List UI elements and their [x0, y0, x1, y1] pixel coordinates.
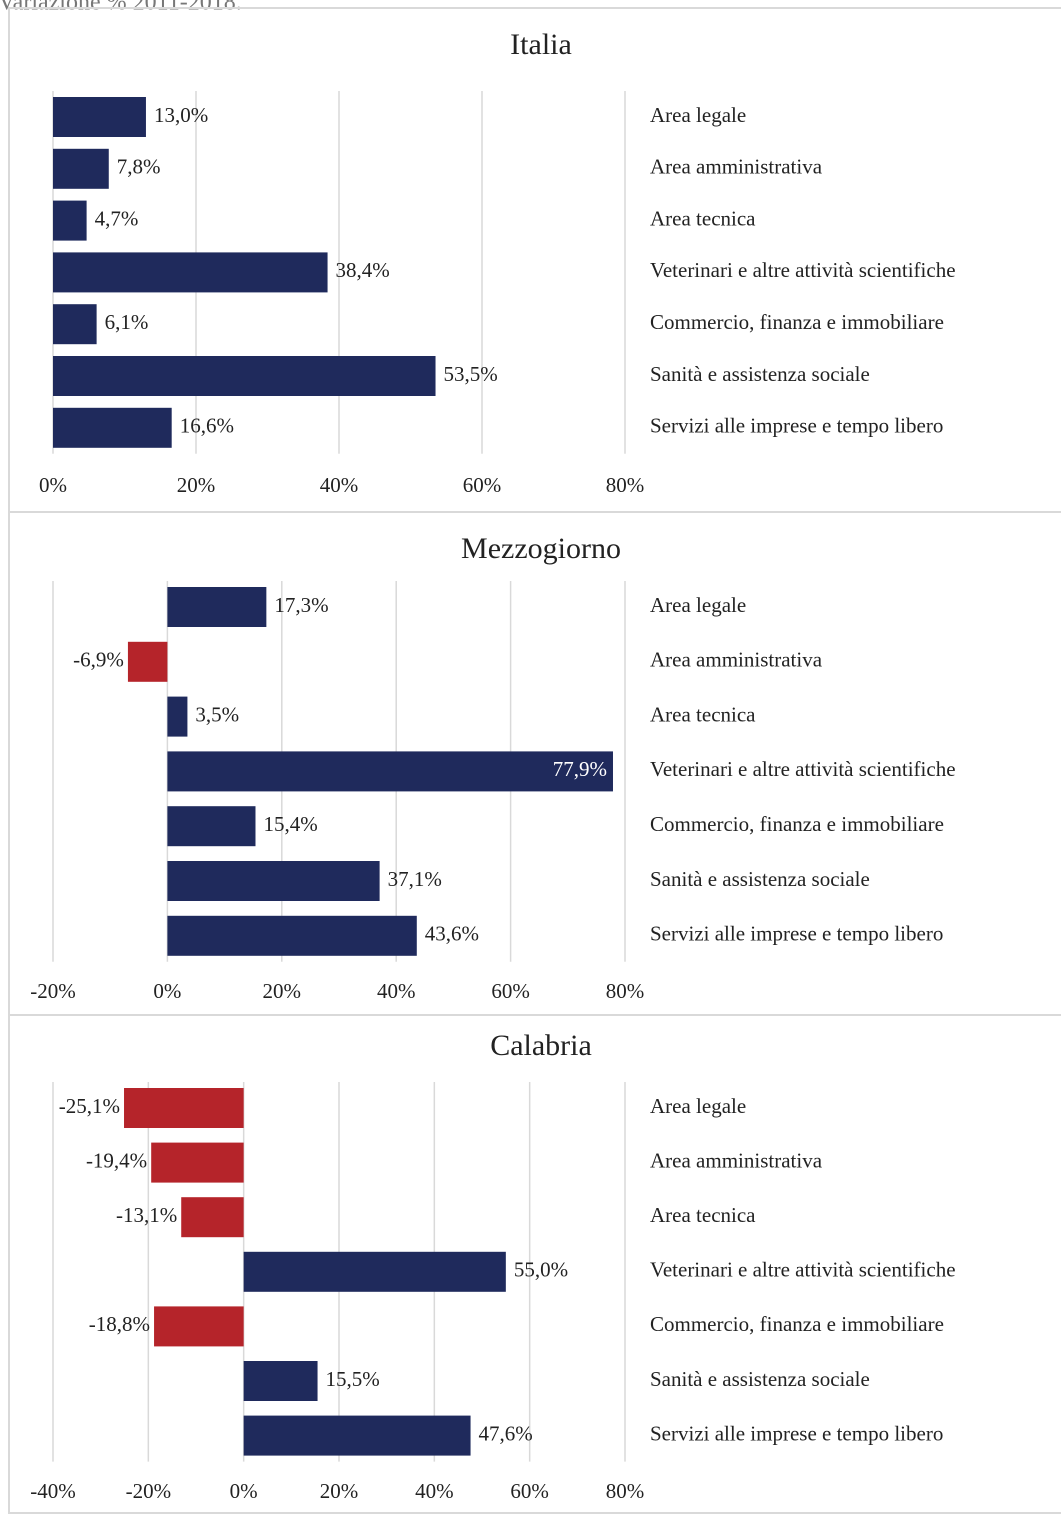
x-tick-label: 80% — [606, 473, 645, 497]
chart-title: Italia — [510, 28, 572, 61]
bar — [53, 304, 97, 345]
value-label: 6,1% — [105, 310, 149, 334]
category-label: Commercio, finanza e immobiliare — [650, 1312, 944, 1336]
x-tick-label: -40% — [30, 1479, 76, 1503]
x-tick-label: -20% — [30, 979, 76, 1003]
category-label: Area legale — [650, 1094, 746, 1118]
category-label: Servizi alle imprese e tempo libero — [650, 1421, 943, 1445]
bar — [167, 587, 267, 627]
bar — [167, 861, 380, 901]
category-label: Commercio, finanza e immobiliare — [650, 812, 944, 836]
category-label: Sanità e assistenza sociale — [650, 362, 870, 386]
x-tick-label: 40% — [415, 1479, 454, 1503]
category-label: Area tecnica — [650, 206, 756, 230]
bar — [127, 641, 168, 682]
x-tick-label: 20% — [320, 1479, 359, 1503]
x-tick-label: -20% — [126, 1479, 172, 1503]
bar — [53, 252, 328, 293]
bar — [167, 751, 613, 792]
panel-frame — [8, 1014, 1061, 1514]
category-label: Area amministrativa — [650, 1148, 823, 1172]
x-tick-label: 40% — [320, 473, 359, 497]
value-label: -13,1% — [116, 1203, 177, 1227]
bar — [243, 1251, 506, 1292]
value-label: 37,1% — [388, 867, 442, 891]
category-label: Area amministrativa — [650, 155, 823, 179]
value-label: 4,7% — [95, 206, 139, 230]
value-label: -6,9% — [73, 648, 124, 672]
chart-title: Calabria — [490, 1029, 592, 1062]
bar — [53, 407, 172, 448]
value-label: 13,0% — [154, 103, 208, 127]
x-tick-label: 20% — [263, 979, 302, 1003]
value-label: 16,6% — [180, 414, 234, 438]
x-tick-label: 60% — [491, 979, 530, 1003]
value-label: 55,0% — [514, 1258, 568, 1282]
x-tick-label: 20% — [177, 473, 216, 497]
bar — [167, 915, 417, 956]
x-tick-label: 80% — [606, 1479, 645, 1503]
category-label: Area amministrativa — [650, 648, 823, 672]
value-label: 47,6% — [479, 1421, 533, 1445]
value-label: 17,3% — [274, 593, 328, 617]
value-label: 53,5% — [444, 362, 498, 386]
value-label: 77,9% — [553, 757, 607, 781]
x-tick-label: 0% — [153, 979, 181, 1003]
value-label: -18,8% — [89, 1312, 150, 1336]
x-tick-label: 60% — [510, 1479, 549, 1503]
bar — [167, 696, 188, 737]
value-label: 15,5% — [326, 1367, 380, 1391]
category-label: Area legale — [650, 593, 746, 617]
bar — [181, 1197, 244, 1238]
category-label: Commercio, finanza e immobiliare — [650, 310, 944, 334]
category-label: Veterinari e altre attività scientifiche — [650, 757, 956, 781]
value-label: 7,8% — [117, 155, 161, 179]
category-label: Sanità e assistenza sociale — [650, 1367, 870, 1391]
value-label: 15,4% — [263, 812, 317, 836]
category-label: Area tecnica — [650, 1203, 756, 1227]
category-label: Area legale — [650, 103, 746, 127]
category-label: Area tecnica — [650, 702, 756, 726]
x-tick-label: 60% — [463, 473, 502, 497]
bar — [53, 97, 146, 137]
category-label: Veterinari e altre attività scientifiche — [650, 258, 956, 282]
bar — [167, 806, 256, 847]
x-tick-label: 80% — [606, 979, 645, 1003]
category-label: Servizi alle imprese e tempo libero — [650, 922, 943, 946]
bar — [53, 356, 436, 396]
bar — [53, 148, 109, 189]
value-label: -19,4% — [86, 1148, 147, 1172]
bar — [151, 1142, 244, 1183]
category-label: Servizi alle imprese e tempo libero — [650, 414, 943, 438]
value-label: -25,1% — [59, 1094, 120, 1118]
bar — [154, 1306, 244, 1347]
x-tick-label: 40% — [377, 979, 416, 1003]
x-tick-label: 0% — [230, 1479, 258, 1503]
chart-title: Mezzogiorno — [461, 532, 621, 565]
category-label: Sanità e assistenza sociale — [650, 867, 870, 891]
value-label: 3,5% — [195, 702, 239, 726]
bar — [53, 200, 87, 241]
x-tick-label: 0% — [39, 473, 67, 497]
category-label: Veterinari e altre attività scientifiche — [650, 1258, 956, 1282]
bar — [243, 1361, 318, 1401]
value-label: 38,4% — [336, 258, 390, 282]
bar — [124, 1088, 244, 1128]
bar — [243, 1415, 471, 1456]
value-label: 43,6% — [425, 922, 479, 946]
